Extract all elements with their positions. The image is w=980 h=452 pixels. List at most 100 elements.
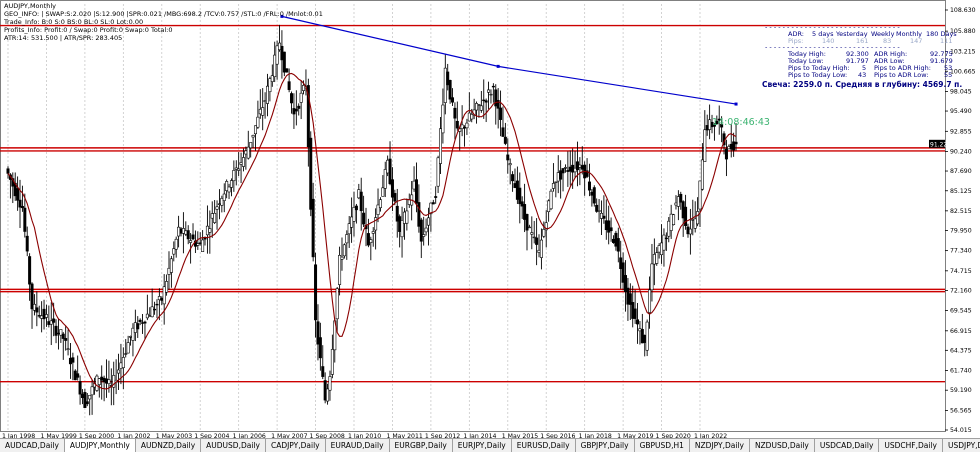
candle-body xyxy=(688,228,692,235)
chart-tab[interactable]: EURUSD,Daily xyxy=(512,439,576,452)
chart-tab[interactable]: NZDJPY,Daily xyxy=(690,439,750,452)
moving-average-line xyxy=(7,72,737,390)
chart-tab[interactable]: EURJPY,Daily xyxy=(453,439,512,452)
adr-pips-weekly: 83 xyxy=(883,37,892,45)
info-line-profits: Profits_Info: Profit:0 / Swap:0 Profit:0… xyxy=(4,26,173,34)
candle-body xyxy=(222,193,226,201)
candle-body xyxy=(366,233,370,246)
candle-body xyxy=(80,393,84,399)
candle-body xyxy=(417,202,421,227)
chart-tab[interactable]: AUDJPY,Monthly xyxy=(64,439,136,452)
candle-body xyxy=(734,141,738,145)
candle-body xyxy=(181,228,185,234)
pips-adr-high-value: 53 xyxy=(944,64,953,72)
chart-tab[interactable]: AUDNZD,Daily xyxy=(136,439,202,452)
candle-body xyxy=(196,243,200,246)
candle-body xyxy=(662,234,666,251)
candle-body xyxy=(732,141,736,151)
candle-body xyxy=(549,190,553,210)
candle-body xyxy=(169,258,173,273)
candle-body xyxy=(177,226,181,237)
candle-body xyxy=(657,245,661,253)
chart-tab[interactable]: AUDCAD,Daily xyxy=(0,439,65,452)
y-tick-label: 56.565 xyxy=(950,407,972,414)
candle-body xyxy=(148,315,152,317)
x-tick-label: 1 May 2015 xyxy=(502,433,538,438)
adr-180days: 180 Days xyxy=(926,30,957,38)
y-tick-label: 87.690 xyxy=(950,168,972,175)
candle-body xyxy=(316,321,320,345)
x-tick-label: 1 Jan 2022 xyxy=(694,433,727,438)
chart-tab[interactable]: USDJPY,Daily xyxy=(943,439,980,452)
candle-body xyxy=(290,93,294,104)
x-tick-label: 1 Sep 2008 xyxy=(310,433,345,438)
y-tick-label: 59.190 xyxy=(950,387,972,394)
pips-today-low-label: Pips to Today Low: xyxy=(788,71,848,79)
candle-body xyxy=(643,334,647,343)
candle-body xyxy=(708,119,712,130)
candle-body xyxy=(631,302,635,319)
candle-body xyxy=(357,189,361,199)
candle-body xyxy=(119,362,123,369)
candle-body xyxy=(165,281,169,293)
candle-body xyxy=(225,181,229,191)
adr-low-label: ADR Low: xyxy=(874,57,905,65)
candle-body xyxy=(419,219,423,242)
candle-body xyxy=(278,42,282,51)
candle-body xyxy=(441,104,445,134)
candle-body xyxy=(547,200,551,213)
candle-body xyxy=(85,401,89,405)
adr-pips-label: Pips: xyxy=(788,37,804,45)
candle-body xyxy=(141,322,145,324)
candle-body xyxy=(268,78,272,93)
candle-body xyxy=(68,357,72,365)
candle-body xyxy=(258,108,262,115)
adr-monthly: Monthly xyxy=(896,30,923,38)
chart-tab[interactable]: GBPJPY,Daily xyxy=(576,439,635,452)
candle-body xyxy=(157,296,161,301)
candle-body xyxy=(503,136,507,144)
y-tick-label: 105.880 xyxy=(950,28,976,35)
candle-body xyxy=(244,150,248,155)
x-tick-label: 1 Jan 2002 xyxy=(117,433,150,438)
candle-body xyxy=(563,167,567,169)
candle-body xyxy=(679,193,683,203)
candle-body xyxy=(513,183,517,188)
candle-body xyxy=(378,199,382,209)
candle-body xyxy=(6,168,10,174)
candle-body xyxy=(184,230,188,235)
candle-body xyxy=(376,204,380,215)
candle-body xyxy=(174,238,178,250)
chart-tab[interactable]: EURAUD,Daily xyxy=(326,439,390,452)
x-tick-label: 1 Sep 2012 xyxy=(425,433,460,438)
chart-tab[interactable]: USDCAD,Daily xyxy=(815,439,880,452)
plot-border xyxy=(0,0,946,432)
chart-tab[interactable]: CADJPY,Daily xyxy=(266,439,326,452)
chart-area[interactable]: 1 Jan 1998 1 May 1999 1 Sep 2000 1 Jan 2002… xyxy=(0,0,980,438)
candle-body xyxy=(227,186,231,193)
chart-tab[interactable]: USDCHF,Daily xyxy=(879,439,943,452)
chart-tab[interactable]: NZDUSD,Daily xyxy=(750,439,815,452)
price-chart[interactable]: 1 Jan 1998 1 May 1999 1 Sep 2000 1 Jan 2002… xyxy=(0,0,980,438)
candle-body xyxy=(539,239,543,258)
candle-body xyxy=(374,217,378,231)
candle-body xyxy=(83,392,87,408)
candle-body xyxy=(362,212,366,225)
chart-tab[interactable]: GBPUSD,H1 xyxy=(635,439,690,452)
candle-body xyxy=(453,107,457,119)
candle-body xyxy=(340,256,344,260)
candle-body xyxy=(628,293,632,305)
candle-body xyxy=(652,254,656,265)
candle-body xyxy=(443,67,447,103)
candle-body xyxy=(648,289,652,313)
chart-tab[interactable]: EURGBP,Daily xyxy=(390,439,453,452)
candle-body xyxy=(422,234,426,237)
chart-tab[interactable]: AUDUSD,Daily xyxy=(201,439,266,452)
candle-body xyxy=(76,373,80,378)
today-low-value: 91.797 xyxy=(846,57,869,65)
candle-body xyxy=(56,332,60,335)
candle-body xyxy=(64,338,68,341)
candle-body xyxy=(203,238,207,240)
candle-body xyxy=(561,168,565,174)
candle-body xyxy=(287,81,291,90)
